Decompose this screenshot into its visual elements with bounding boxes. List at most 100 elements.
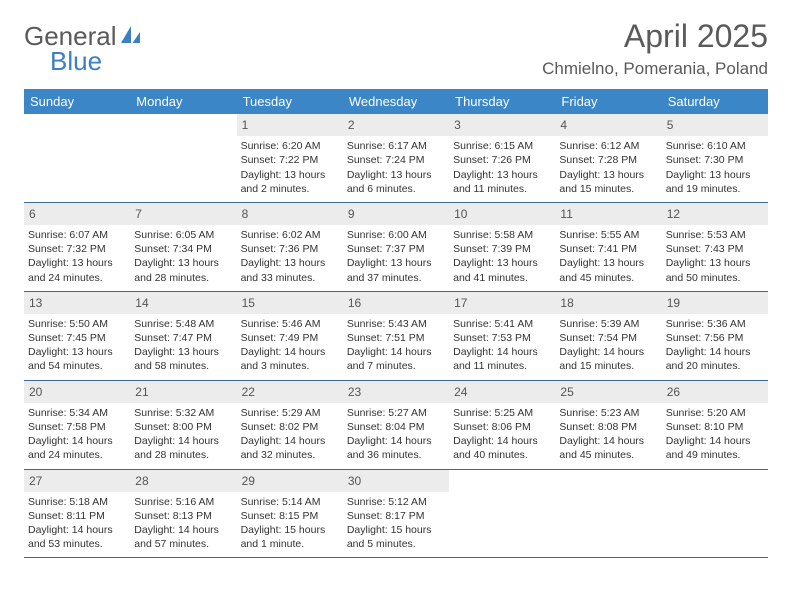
- daylight-text: Daylight: 13 hours and 33 minutes.: [241, 256, 339, 284]
- day-cell: 1 Sunrise: 6:20 AMSunset: 7:22 PMDaylight…: [237, 114, 343, 202]
- weekday-header: Tuesday: [237, 89, 343, 114]
- sunset-text: Sunset: 8:06 PM: [453, 420, 551, 434]
- daylight-text: Daylight: 13 hours and 54 minutes.: [28, 345, 126, 373]
- day-cell: 11Sunrise: 5:55 AMSunset: 7:41 PMDayligh…: [555, 203, 661, 291]
- daylight-text: Daylight: 14 hours and 53 minutes.: [28, 523, 126, 551]
- daylight-text: Daylight: 13 hours and 11 minutes.: [453, 168, 551, 196]
- day-number: 9: [343, 203, 449, 225]
- daylight-text: Daylight: 13 hours and 50 minutes.: [666, 256, 764, 284]
- day-number: 14: [130, 292, 236, 314]
- sunrise-text: Sunrise: 6:02 AM: [241, 228, 339, 242]
- week-row: 13Sunrise: 5:50 AMSunset: 7:45 PMDayligh…: [24, 292, 768, 381]
- day-number: 3: [449, 114, 555, 136]
- sunset-text: Sunset: 7:28 PM: [559, 153, 657, 167]
- daylight-text: Daylight: 13 hours and 15 minutes.: [559, 168, 657, 196]
- brand-word-2: Blue: [24, 46, 102, 76]
- sunrise-text: Sunrise: 5:53 AM: [666, 228, 764, 242]
- weekday-header: Monday: [130, 89, 236, 114]
- sunset-text: Sunset: 8:17 PM: [347, 509, 445, 523]
- sunset-text: Sunset: 8:11 PM: [28, 509, 126, 523]
- daylight-text: Daylight: 15 hours and 1 minute.: [241, 523, 339, 551]
- weekday-header: Saturday: [662, 89, 768, 114]
- day-cell: [555, 470, 661, 558]
- daylight-text: Daylight: 14 hours and 20 minutes.: [666, 345, 764, 373]
- day-cell: 21Sunrise: 5:32 AMSunset: 8:00 PMDayligh…: [130, 381, 236, 469]
- day-number: 13: [24, 292, 130, 314]
- day-cell: [662, 470, 768, 558]
- day-cell: 5 Sunrise: 6:10 AMSunset: 7:30 PMDaylight…: [662, 114, 768, 202]
- daylight-text: Daylight: 13 hours and 2 minutes.: [241, 168, 339, 196]
- day-cell: 27 Sunrise: 5:18 AMSunset: 8:11 PMDayligh…: [24, 470, 130, 558]
- sunrise-text: Sunrise: 5:34 AM: [28, 406, 126, 420]
- sunset-text: Sunset: 7:43 PM: [666, 242, 764, 256]
- daylight-text: Daylight: 14 hours and 3 minutes.: [241, 345, 339, 373]
- sunset-text: Sunset: 7:32 PM: [28, 242, 126, 256]
- day-number: 28: [130, 470, 236, 492]
- sunset-text: Sunset: 8:02 PM: [241, 420, 339, 434]
- sunset-text: Sunset: 7:41 PM: [559, 242, 657, 256]
- day-number: 25: [555, 381, 661, 403]
- sunrise-text: Sunrise: 5:48 AM: [134, 317, 232, 331]
- daylight-text: Daylight: 13 hours and 24 minutes.: [28, 256, 126, 284]
- sunrise-text: Sunrise: 6:20 AM: [241, 139, 339, 153]
- day-cell: 6Sunrise: 6:07 AMSunset: 7:32 PMDaylight…: [24, 203, 130, 291]
- daylight-text: Daylight: 14 hours and 36 minutes.: [347, 434, 445, 462]
- day-number: 22: [237, 381, 343, 403]
- day-number: 1: [237, 114, 343, 136]
- sunset-text: Sunset: 7:30 PM: [666, 153, 764, 167]
- day-cell: 2Sunrise: 6:17 AMSunset: 7:24 PMDaylight…: [343, 114, 449, 202]
- sunset-text: Sunset: 8:13 PM: [134, 509, 232, 523]
- sunset-text: Sunset: 7:54 PM: [559, 331, 657, 345]
- sunset-text: Sunset: 7:26 PM: [453, 153, 551, 167]
- day-cell: 14Sunrise: 5:48 AMSunset: 7:47 PMDayligh…: [130, 292, 236, 380]
- sunset-text: Sunset: 7:56 PM: [666, 331, 764, 345]
- day-number: 19: [662, 292, 768, 314]
- day-number: 27: [24, 470, 130, 492]
- sunset-text: Sunset: 7:39 PM: [453, 242, 551, 256]
- sunset-text: Sunset: 8:04 PM: [347, 420, 445, 434]
- daylight-text: Daylight: 13 hours and 28 minutes.: [134, 256, 232, 284]
- weekday-header: Thursday: [449, 89, 555, 114]
- sunset-text: Sunset: 7:47 PM: [134, 331, 232, 345]
- sunrise-text: Sunrise: 5:27 AM: [347, 406, 445, 420]
- daylight-text: Daylight: 13 hours and 41 minutes.: [453, 256, 551, 284]
- page-root: GeneralBlue April 2025 Chmielno, Pomeran…: [0, 0, 792, 568]
- week-row: 1Sunrise: 6:20 AMSunset: 7:22 PMDaylight…: [24, 114, 768, 203]
- day-number: 5: [662, 114, 768, 136]
- day-cell: 12Sunrise: 5:53 AMSunset: 7:43 PMDayligh…: [662, 203, 768, 291]
- sunset-text: Sunset: 7:22 PM: [241, 153, 339, 167]
- day-cell: [449, 470, 555, 558]
- sunrise-text: Sunrise: 6:07 AM: [28, 228, 126, 242]
- sunset-text: Sunset: 7:51 PM: [347, 331, 445, 345]
- sunset-text: Sunset: 7:36 PM: [241, 242, 339, 256]
- sunrise-text: Sunrise: 5:20 AM: [666, 406, 764, 420]
- day-cell: 18Sunrise: 5:39 AMSunset: 7:54 PMDayligh…: [555, 292, 661, 380]
- sunrise-text: Sunrise: 6:15 AM: [453, 139, 551, 153]
- day-cell: 15Sunrise: 5:46 AMSunset: 7:49 PMDayligh…: [237, 292, 343, 380]
- week-row: 27Sunrise: 5:18 AMSunset: 8:11 PMDayligh…: [24, 470, 768, 559]
- day-cell: 13Sunrise: 5:50 AMSunset: 7:45 PMDayligh…: [24, 292, 130, 380]
- sunrise-text: Sunrise: 6:17 AM: [347, 139, 445, 153]
- sunrise-text: Sunrise: 5:58 AM: [453, 228, 551, 242]
- day-number: 10: [449, 203, 555, 225]
- day-number: 7: [130, 203, 236, 225]
- sunset-text: Sunset: 7:45 PM: [28, 331, 126, 345]
- daylight-text: Daylight: 14 hours and 57 minutes.: [134, 523, 232, 551]
- daylight-text: Daylight: 14 hours and 32 minutes.: [241, 434, 339, 462]
- sunrise-text: Sunrise: 5:39 AM: [559, 317, 657, 331]
- day-cell: [130, 114, 236, 202]
- day-number: 18: [555, 292, 661, 314]
- daylight-text: Daylight: 13 hours and 19 minutes.: [666, 168, 764, 196]
- sunset-text: Sunset: 7:49 PM: [241, 331, 339, 345]
- location-label: Chmielno, Pomerania, Poland: [542, 59, 768, 79]
- sunset-text: Sunset: 8:00 PM: [134, 420, 232, 434]
- page-title: April 2025: [542, 18, 768, 55]
- day-number: 16: [343, 292, 449, 314]
- day-cell: 25Sunrise: 5:23 AMSunset: 8:08 PMDayligh…: [555, 381, 661, 469]
- sunrise-text: Sunrise: 6:12 AM: [559, 139, 657, 153]
- day-number: 4: [555, 114, 661, 136]
- weekday-header: Sunday: [24, 89, 130, 114]
- sunrise-text: Sunrise: 6:10 AM: [666, 139, 764, 153]
- sunrise-text: Sunrise: 6:00 AM: [347, 228, 445, 242]
- sunrise-text: Sunrise: 5:18 AM: [28, 495, 126, 509]
